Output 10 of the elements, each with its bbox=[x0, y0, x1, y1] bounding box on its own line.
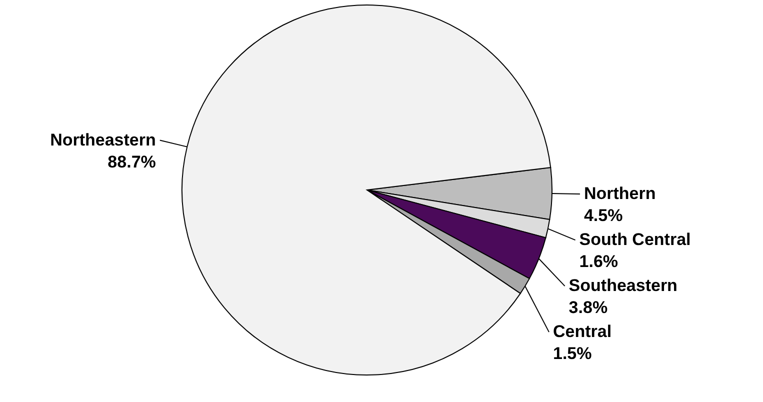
data-label: 1.5% bbox=[552, 344, 592, 364]
slice-label: Northeastern bbox=[50, 130, 156, 150]
slice-label: Northern bbox=[584, 184, 656, 204]
slice-label: Southeastern bbox=[568, 276, 678, 296]
data-label: 4.5% bbox=[584, 206, 623, 226]
slice-label: Central bbox=[552, 322, 612, 342]
data-label: 3.8% bbox=[568, 298, 608, 318]
data-label: 1.6% bbox=[579, 252, 618, 272]
slice-label: South Central bbox=[579, 230, 691, 250]
data-label: 88.7% bbox=[108, 152, 156, 172]
